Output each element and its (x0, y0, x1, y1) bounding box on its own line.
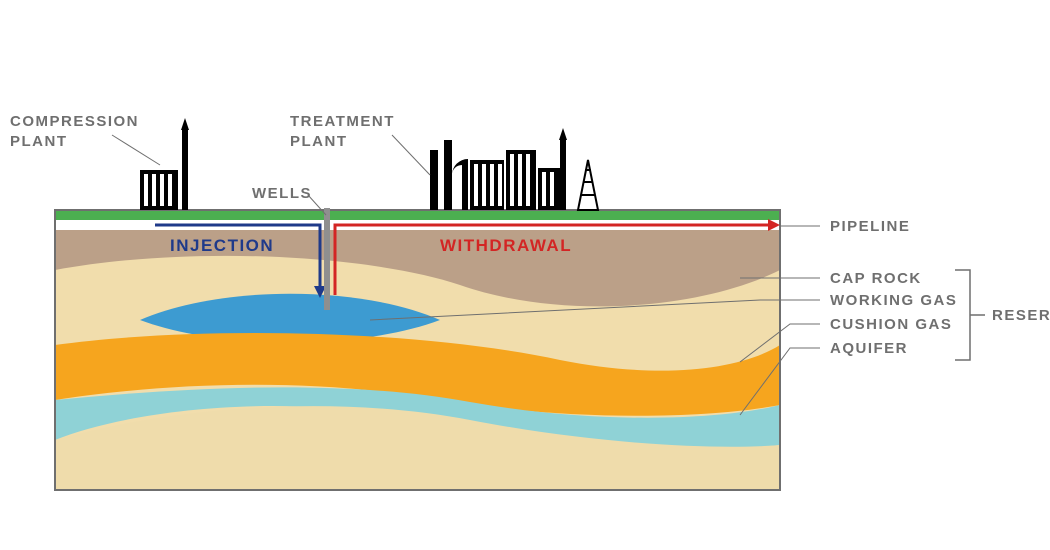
pipeline-label: PIPELINE (830, 217, 910, 237)
grass-strip (55, 210, 780, 220)
wells-label: WELLS (252, 184, 312, 204)
withdrawal-label: WITHDRAWAL (440, 236, 572, 256)
well-bore (324, 208, 330, 310)
working-gas-label: WORKING GAS (830, 291, 957, 311)
compression-plant-icon (140, 118, 189, 210)
treatment-plant-icon (430, 128, 598, 210)
reservoir-bracket (955, 270, 985, 360)
caprock-label: CAP ROCK (830, 269, 922, 289)
treatment-plant-label: TREATMENT PLANT (290, 112, 395, 151)
diagram-stage: COMPRESSION PLANT TREATMENT PLANT WELLS … (0, 0, 1050, 550)
aquifer-label: AQUIFER (830, 339, 908, 359)
reservoir-label: RESERVOIR (992, 306, 1050, 326)
cushion-gas-label: CUSHION GAS (830, 315, 952, 335)
injection-label: INJECTION (170, 236, 274, 256)
compression-plant-label: COMPRESSION PLANT (10, 112, 139, 151)
